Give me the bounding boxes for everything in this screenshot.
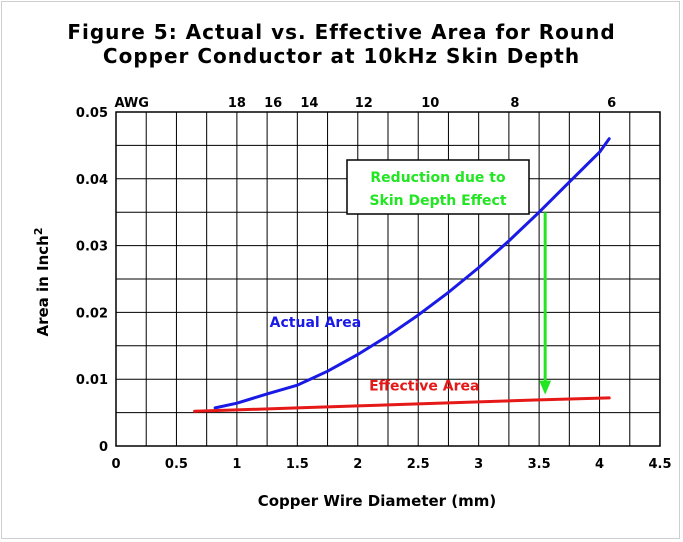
- x-tick-label: 1: [232, 457, 241, 472]
- annotation: Reduction due to Skin Depth Effect: [346, 159, 552, 395]
- effective-area-label: Effective Area: [369, 379, 479, 395]
- y-axis-label-superscript: 2: [32, 227, 45, 235]
- chart-title-line1: Figure 5: Actual vs. Effective Area for …: [67, 20, 616, 44]
- y-tick-label: 0.03: [76, 240, 108, 255]
- x-tick-label: 3.5: [528, 457, 551, 472]
- y-axis-label-text: Area in Inch: [34, 235, 52, 336]
- x-tick-label: 2.5: [407, 457, 430, 472]
- annotation-box: [346, 159, 530, 215]
- awg-tick-label: 8: [510, 96, 519, 111]
- x-tick-label: 3: [474, 457, 483, 472]
- y-tick-label: 0.02: [76, 306, 108, 321]
- x-tick-label: 0.5: [165, 457, 188, 472]
- x-tick-label: 0: [111, 457, 120, 472]
- x-tick-label: 2: [353, 457, 362, 472]
- y-tick-label: 0.04: [76, 173, 108, 188]
- awg-tick-label: 10: [421, 96, 439, 111]
- awg-tick-label: 12: [355, 96, 373, 111]
- y-tick-label: 0: [99, 440, 108, 455]
- awg-axis-label: AWG: [114, 96, 149, 111]
- y-tick-label: 0.05: [76, 106, 108, 121]
- awg-tick-label: 16: [264, 96, 282, 111]
- annotation-text-line2: Skin Depth Effect: [369, 193, 506, 209]
- series-labels: Actual Area Effective Area: [270, 315, 480, 394]
- plot-border: [115, 111, 661, 447]
- chart-title: Figure 5: Actual vs. Effective Area for …: [0, 20, 683, 68]
- awg-tick-label: 14: [300, 96, 318, 111]
- x-tick-label: 4: [595, 457, 604, 472]
- annotation-text-line1: Reduction due to: [370, 170, 506, 186]
- y-tick-label: 0.01: [76, 373, 108, 388]
- x-axis-ticks: 0 0.5 1 1.5 2 2.5 3 3.5 4 4.5: [111, 457, 671, 472]
- x-tick-label: 4.5: [648, 457, 671, 472]
- y-axis-ticks: 0 0.01 0.02 0.03 0.04 0.05: [76, 106, 108, 455]
- actual-area-line: [213, 137, 611, 410]
- effective-area-line: [193, 396, 611, 413]
- chart-title-line2: Copper Conductor at 10kHz Skin Depth: [102, 44, 581, 68]
- awg-tick-label: 6: [607, 96, 616, 111]
- series-lines: [193, 137, 611, 413]
- awg-axis-ticks: AWG 18 16 14 12 10 8 6: [114, 96, 616, 111]
- y-axis-label: Area in Inch2: [32, 227, 52, 336]
- x-axis-label: Copper Wire Diameter (mm): [258, 492, 497, 510]
- actual-area-label: Actual Area: [270, 315, 362, 331]
- reduction-arrow-head: [539, 380, 552, 395]
- x-tick-label: 1.5: [286, 457, 309, 472]
- awg-tick-label: 18: [228, 96, 246, 111]
